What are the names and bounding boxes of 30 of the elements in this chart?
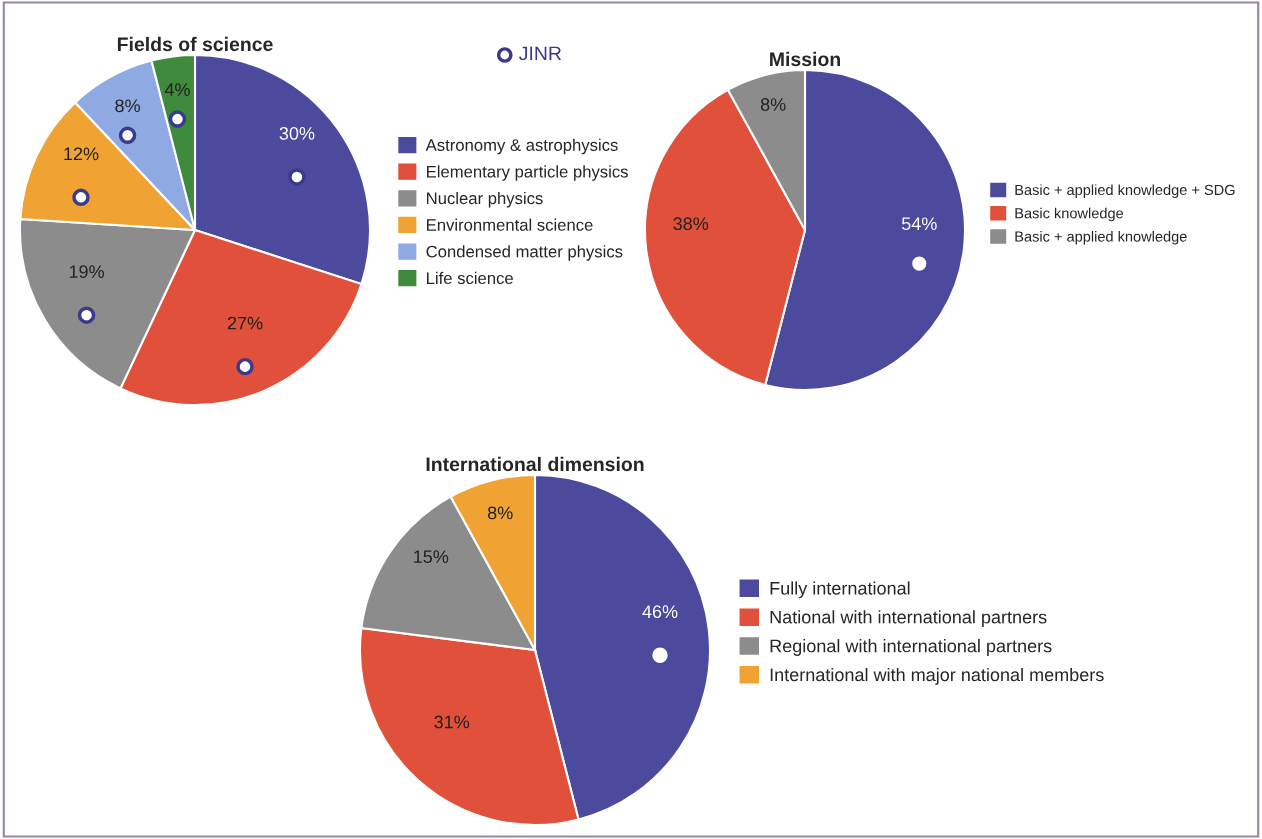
data-label: 8% [487,506,513,520]
legend-label: Basic knowledge [1015,207,1124,222]
data-label: 19% [69,265,104,278]
data-label: 8% [115,99,140,113]
legend-label: Regional with international partners [770,639,1052,656]
legend-label: Fully international [770,581,910,599]
legend-label: National with international partners [770,610,1047,628]
chart-title: Mission [770,51,840,67]
legend-label: Basic + applied knowledge + SDG [1015,184,1235,198]
data-label: 12% [64,147,99,161]
legend-label: Environmental science [427,218,593,231]
legend-label: Basic + applied knowledge [1015,230,1187,245]
text: JINR [519,46,562,61]
data-label: 46% [642,605,678,619]
data-label: 8% [760,98,786,111]
legend-label: Astronomy & astrophysics [425,138,618,155]
legend-label: Nuclear physics [427,191,543,208]
data-label: 38% [673,217,709,231]
legend-label: Life science [427,271,513,285]
legend-label: International with major national members [770,667,1104,685]
data-label: 27% [227,316,263,330]
data-label: 15% [414,550,449,564]
data-label: 31% [434,715,470,729]
chart-title: International dimension [426,456,644,472]
data-label: 4% [164,83,190,96]
legend-label: Elementary particle physics [427,165,628,181]
data-label: 54% [901,217,937,231]
data-label: 30% [279,127,315,140]
chart-title: Fields of science [117,36,273,52]
legend-label: Condensed matter physics [426,245,623,261]
